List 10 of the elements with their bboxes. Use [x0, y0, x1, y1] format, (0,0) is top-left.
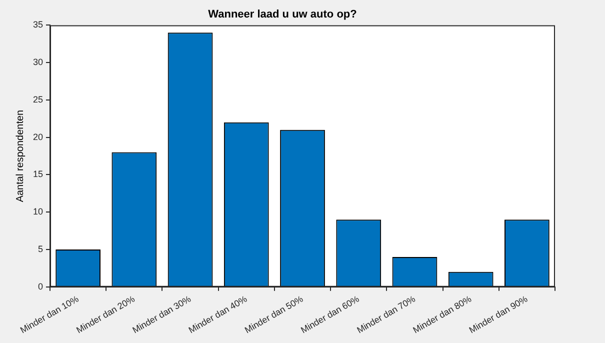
y-tick-label: 15 — [32, 169, 44, 180]
y-tick-label: 35 — [32, 20, 44, 30]
y-axis-title: Aantal respondenten — [14, 110, 26, 202]
y-tick-label: 30 — [32, 57, 44, 68]
y-tick-label: 10 — [32, 206, 44, 217]
y-tick-label: 20 — [32, 132, 44, 142]
y-tick-label: 5 — [38, 244, 44, 254]
chart-title: Wanneer laad u uw auto op? — [208, 8, 358, 21]
y-tick-label: 25 — [32, 94, 44, 104]
y-tick-label: 0 — [38, 281, 44, 292]
